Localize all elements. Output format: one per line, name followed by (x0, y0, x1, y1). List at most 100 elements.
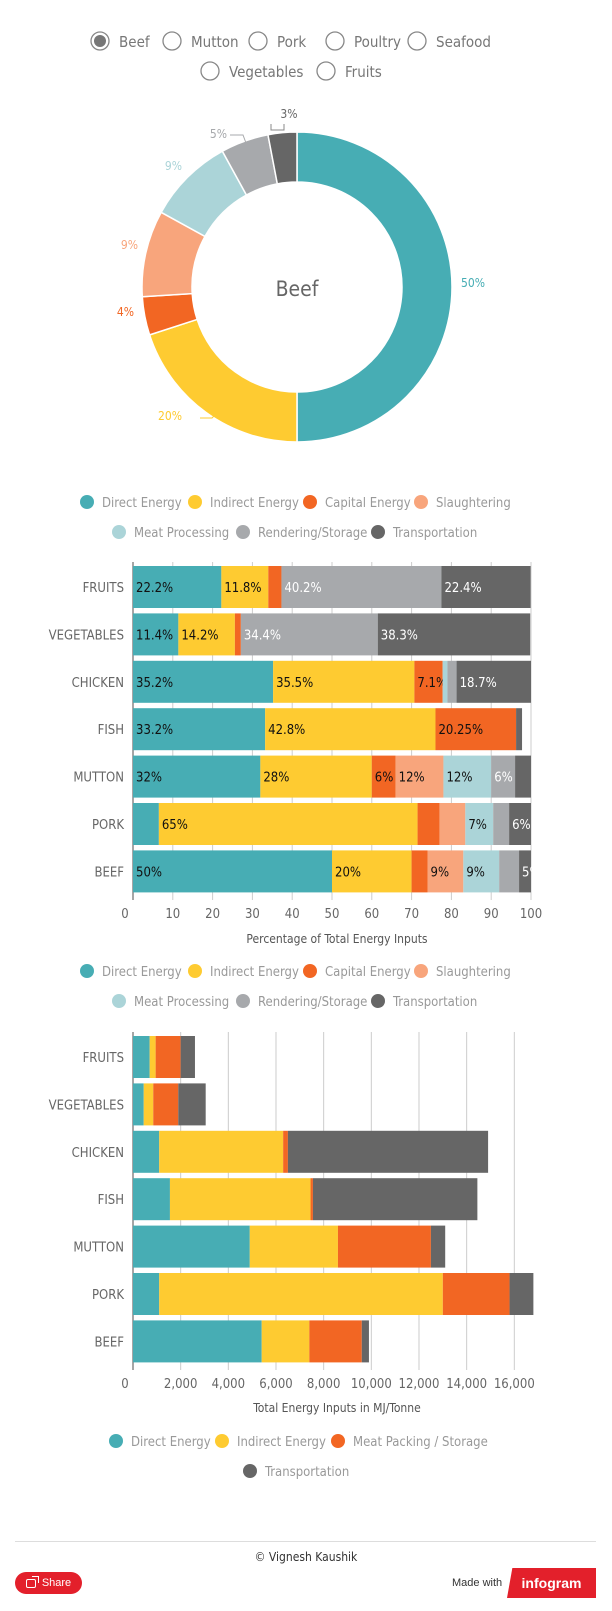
bar-segment[interactable] (509, 1273, 534, 1315)
bar-segment[interactable] (260, 755, 372, 798)
bar-segment[interactable] (268, 566, 282, 608)
radio-circle[interactable] (248, 31, 268, 51)
bar-segment[interactable] (180, 1036, 195, 1078)
bar-segment[interactable] (133, 755, 261, 798)
bar-segment[interactable] (178, 1083, 206, 1126)
bar-segment[interactable] (133, 1273, 160, 1315)
legend-item[interactable]: Indirect Energy (188, 964, 299, 980)
legend-item[interactable]: Direct Energy (109, 1434, 211, 1450)
bar-segment[interactable] (465, 803, 494, 845)
bar-segment[interactable] (411, 850, 428, 893)
bar-segment[interactable] (133, 613, 179, 656)
bar-segment[interactable] (456, 660, 531, 703)
bar-segment[interactable] (159, 1273, 443, 1315)
bar-segment[interactable] (261, 1320, 310, 1363)
bar-segment[interactable] (395, 755, 444, 798)
bar-segment[interactable] (442, 660, 448, 703)
bar-segment[interactable] (133, 1083, 144, 1126)
bar-segment[interactable] (430, 1225, 446, 1268)
bar-segment[interactable] (491, 755, 516, 798)
bar-segment[interactable] (143, 1083, 154, 1126)
legend-item[interactable]: Transportation (243, 1464, 349, 1480)
bar-segment[interactable] (519, 850, 531, 893)
bar-segment[interactable] (273, 660, 415, 703)
bar-segment[interactable] (133, 1225, 250, 1268)
bar-segment[interactable] (133, 708, 266, 751)
radio-circle[interactable] (162, 31, 182, 51)
bar-segment[interactable] (443, 755, 492, 798)
bar-segment[interactable] (417, 803, 440, 845)
legend-item[interactable]: Meat Processing (112, 994, 229, 1010)
bar-segment[interactable] (265, 708, 436, 751)
bar-segment[interactable] (133, 1320, 262, 1363)
radio-option-seafood[interactable]: Seafood (407, 31, 491, 51)
bar-segment[interactable] (310, 1178, 313, 1221)
bar-segment[interactable] (133, 1178, 170, 1221)
radio-option-mutton[interactable]: Mutton (162, 31, 239, 51)
legend-item[interactable]: Indirect Energy (188, 495, 299, 511)
bar-segment[interactable] (447, 660, 457, 703)
donut-slice[interactable] (296, 131, 453, 443)
bar-segment[interactable] (287, 1130, 489, 1173)
bar-segment[interactable] (377, 613, 531, 656)
legend-item[interactable]: Meat Packing / Storage (331, 1434, 488, 1450)
bar-segment[interactable] (153, 1083, 179, 1126)
bar-segment[interactable] (158, 803, 418, 845)
bar-segment[interactable] (159, 1130, 284, 1173)
radio-option-fruits[interactable]: Fruits (316, 61, 382, 81)
bar-segment[interactable] (234, 613, 241, 656)
bar-segment[interactable] (133, 803, 159, 845)
legend-item[interactable]: Rendering/Storage (236, 994, 367, 1010)
bar-segment[interactable] (178, 613, 235, 656)
bar-segment[interactable] (309, 1320, 362, 1363)
infogram-logo[interactable]: infogram (507, 1568, 596, 1598)
legend-item[interactable]: Transportation (371, 525, 477, 541)
radio-circle[interactable] (325, 31, 345, 51)
bar-segment[interactable] (414, 660, 443, 703)
legend-item[interactable]: Capital Energy (303, 495, 411, 511)
legend-item[interactable]: Slaughtering (414, 964, 511, 980)
bar-segment[interactable] (441, 566, 531, 608)
bar-segment[interactable] (332, 850, 412, 893)
bar-segment[interactable] (337, 1225, 431, 1268)
bar-segment[interactable] (133, 1036, 150, 1078)
bar-segment[interactable] (516, 708, 523, 751)
legend-item[interactable]: Direct Energy (80, 495, 182, 511)
bar-segment[interactable] (133, 1130, 160, 1173)
bar-segment[interactable] (361, 1320, 369, 1363)
bar-segment[interactable] (283, 1130, 288, 1173)
legend-item[interactable]: Direct Energy (80, 964, 182, 980)
radio-option-pork[interactable]: Pork (248, 31, 306, 51)
bar-segment[interactable] (499, 850, 520, 893)
bar-segment[interactable] (133, 566, 222, 608)
bar-segment[interactable] (371, 755, 396, 798)
bar-segment[interactable] (312, 1178, 478, 1221)
bar-segment[interactable] (133, 660, 274, 703)
bar-segment[interactable] (240, 613, 378, 656)
legend-item[interactable]: Rendering/Storage (236, 525, 367, 541)
bar-segment[interactable] (463, 850, 500, 893)
radio-circle[interactable] (316, 61, 336, 81)
bar-segment[interactable] (155, 1036, 181, 1078)
legend-item[interactable]: Transportation (371, 994, 477, 1010)
bar-segment[interactable] (509, 803, 531, 845)
legend-item[interactable]: Meat Processing (112, 525, 229, 541)
bar-segment[interactable] (427, 850, 464, 893)
bar-segment[interactable] (133, 850, 332, 893)
donut-slice[interactable] (148, 318, 298, 443)
legend-item[interactable]: Capital Energy (303, 964, 411, 980)
legend-item[interactable]: Slaughtering (414, 495, 511, 511)
radio-option-poultry[interactable]: Poultry (325, 31, 401, 51)
donut-slice[interactable] (267, 131, 298, 185)
radio-circle[interactable] (407, 31, 427, 51)
bar-segment[interactable] (435, 708, 517, 751)
bar-segment[interactable] (439, 803, 466, 845)
bar-segment[interactable] (493, 803, 510, 845)
bar-segment[interactable] (149, 1036, 156, 1078)
bar-segment[interactable] (515, 755, 531, 798)
bar-segment[interactable] (442, 1273, 510, 1315)
radio-option-beef[interactable]: Beef (90, 31, 151, 51)
radio-circle[interactable] (200, 61, 220, 81)
bar-segment[interactable] (221, 566, 269, 608)
bar-segment[interactable] (281, 566, 442, 608)
